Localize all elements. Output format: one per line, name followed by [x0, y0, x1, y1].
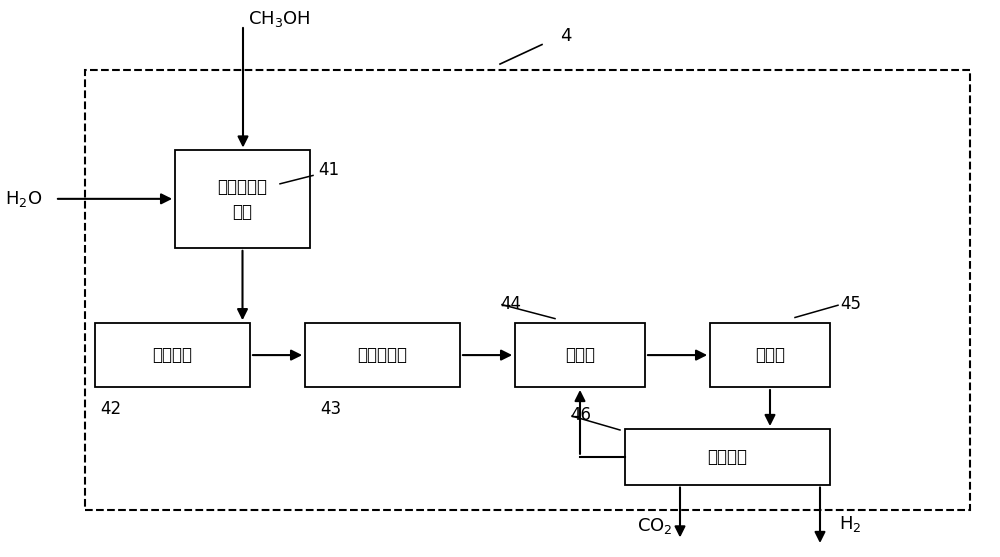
Bar — [625, 429, 830, 485]
Bar — [95, 323, 250, 387]
Text: CO$_2$: CO$_2$ — [637, 516, 673, 536]
Text: 4: 4 — [560, 27, 572, 45]
Text: 汽化过热器: 汽化过热器 — [358, 346, 408, 364]
Text: H$_2$O: H$_2$O — [5, 189, 42, 209]
Bar — [515, 323, 645, 387]
Text: 44: 44 — [500, 295, 521, 312]
Text: 41: 41 — [318, 161, 339, 179]
Text: 42: 42 — [100, 400, 121, 418]
Text: 碳分子筛: 碳分子筛 — [708, 448, 748, 466]
Bar — [85, 70, 970, 510]
Bar — [305, 323, 460, 387]
Text: 甲醇水配比
装置: 甲醇水配比 装置 — [218, 178, 268, 221]
Text: H$_2$: H$_2$ — [839, 514, 861, 534]
Text: 重整器: 重整器 — [565, 346, 595, 364]
Text: 45: 45 — [840, 295, 861, 312]
Text: CH$_3$OH: CH$_3$OH — [248, 9, 311, 30]
Bar — [710, 323, 830, 387]
Text: 甲醇水罐: 甲醇水罐 — [152, 346, 192, 364]
Text: 43: 43 — [320, 400, 341, 418]
Bar — [175, 150, 310, 248]
Text: 46: 46 — [570, 406, 591, 424]
Text: 净化塔: 净化塔 — [755, 346, 785, 364]
